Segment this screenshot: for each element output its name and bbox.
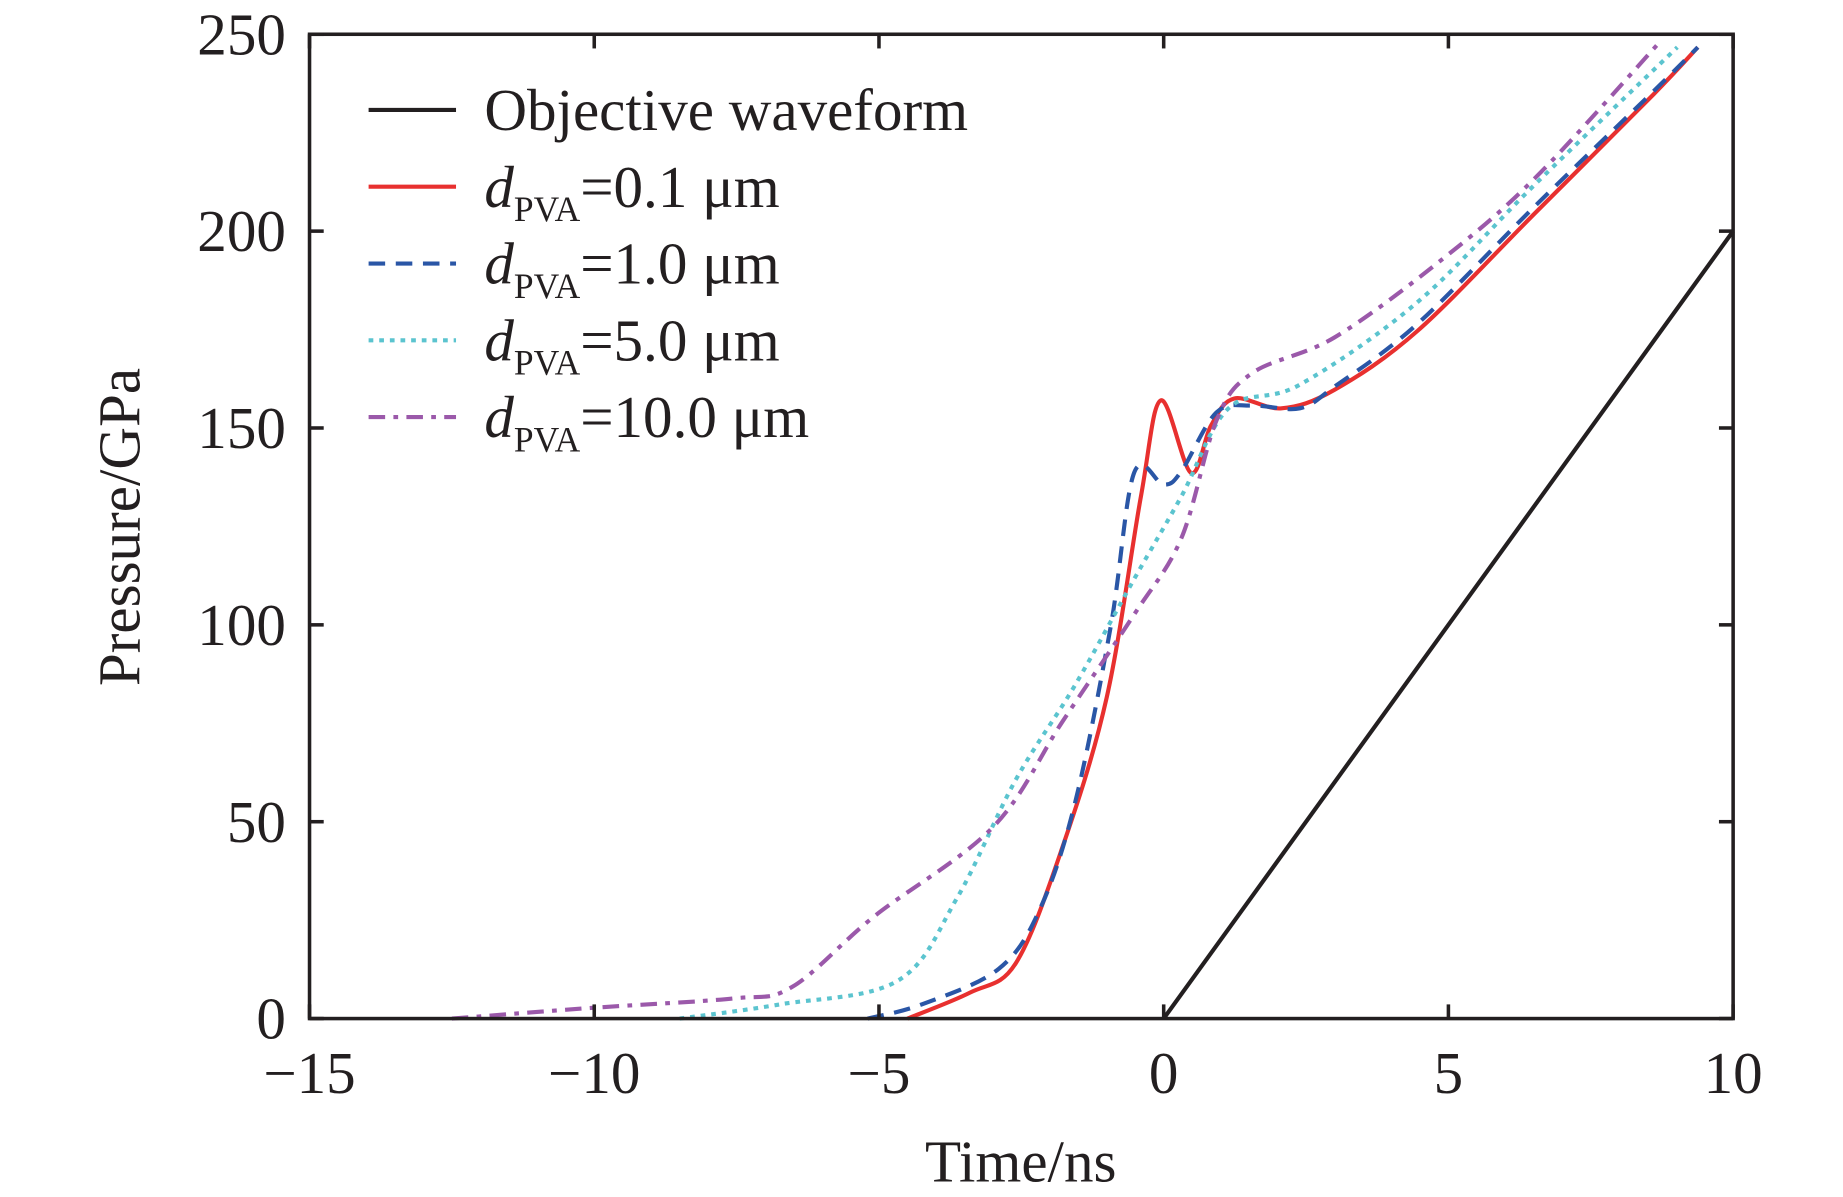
legend-entry-2: dPVA=1.0 μm [484,231,779,306]
legend-entry-0: Objective waveform [484,77,968,143]
x-tick-label: −10 [548,1040,640,1106]
plot-area [451,40,1735,1021]
x-axis-label: Time/ns [925,1129,1116,1195]
series-line-1 [906,45,1700,1021]
y-tick-label: 50 [227,789,286,855]
series-line-2 [867,45,1700,1021]
y-tick-label: 0 [256,986,286,1052]
y-tick-label: 200 [197,198,286,264]
x-tick-label: 5 [1434,1040,1464,1106]
y-tick-label: 250 [197,1,286,67]
legend-entry-4: dPVA=10.0 μm [484,384,809,459]
series-line-0 [1162,229,1735,1020]
x-tick-label: 0 [1149,1040,1179,1106]
x-tick-label: 10 [1704,1040,1763,1106]
series-line-3 [679,45,1679,1021]
plot-frame [307,32,1735,1021]
x-tick-label: −15 [263,1040,355,1106]
y-tick-label: 100 [197,592,286,658]
y-tick-label: 150 [197,395,286,461]
series-line-4 [451,40,1662,1021]
y-axis-label: Pressure/GPa [86,368,152,686]
legend-entry-3: dPVA=5.0 μm [484,307,779,382]
legend-entry-1: dPVA=0.1 μm [484,154,779,229]
x-tick-label: −5 [848,1040,911,1106]
